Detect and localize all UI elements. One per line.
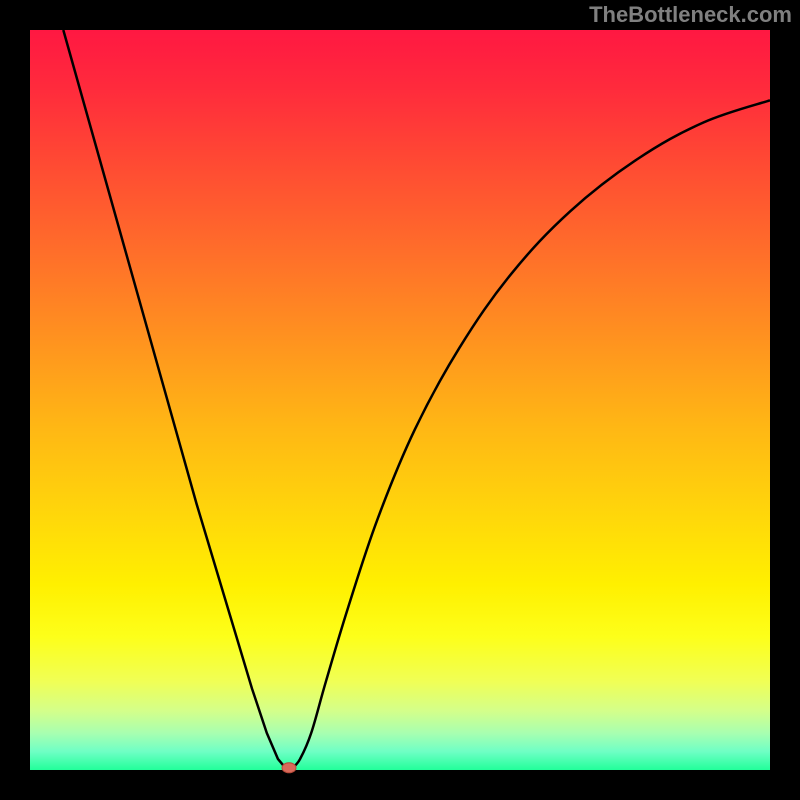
minimum-marker [282, 763, 296, 773]
chart-container: TheBottleneck.com [0, 0, 800, 800]
watermark-text: TheBottleneck.com [589, 2, 792, 28]
plot-background [30, 30, 770, 770]
bottleneck-chart [0, 0, 800, 800]
